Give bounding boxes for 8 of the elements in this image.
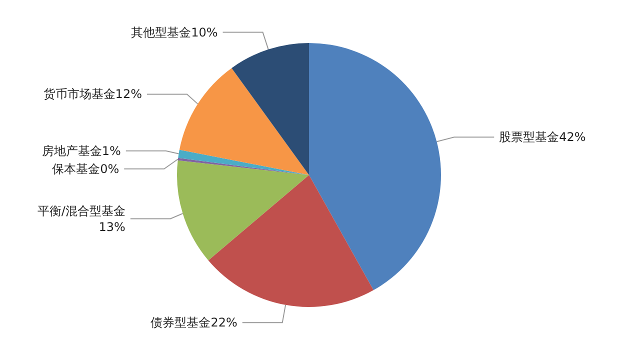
slice-label: 股票型基金42% (499, 130, 586, 144)
slice-label: 平衡/混合型基金 (37, 204, 126, 218)
slice-label: 其他型基金10% (131, 25, 218, 40)
data-label: 13% (98, 220, 126, 234)
slice-label: 保本基金0% (52, 162, 120, 176)
slice-label: 货币市场基金12% (43, 87, 142, 102)
slice-label: 债券型基金22% (150, 316, 238, 330)
slice-label: 房地产基金1% (42, 144, 121, 158)
